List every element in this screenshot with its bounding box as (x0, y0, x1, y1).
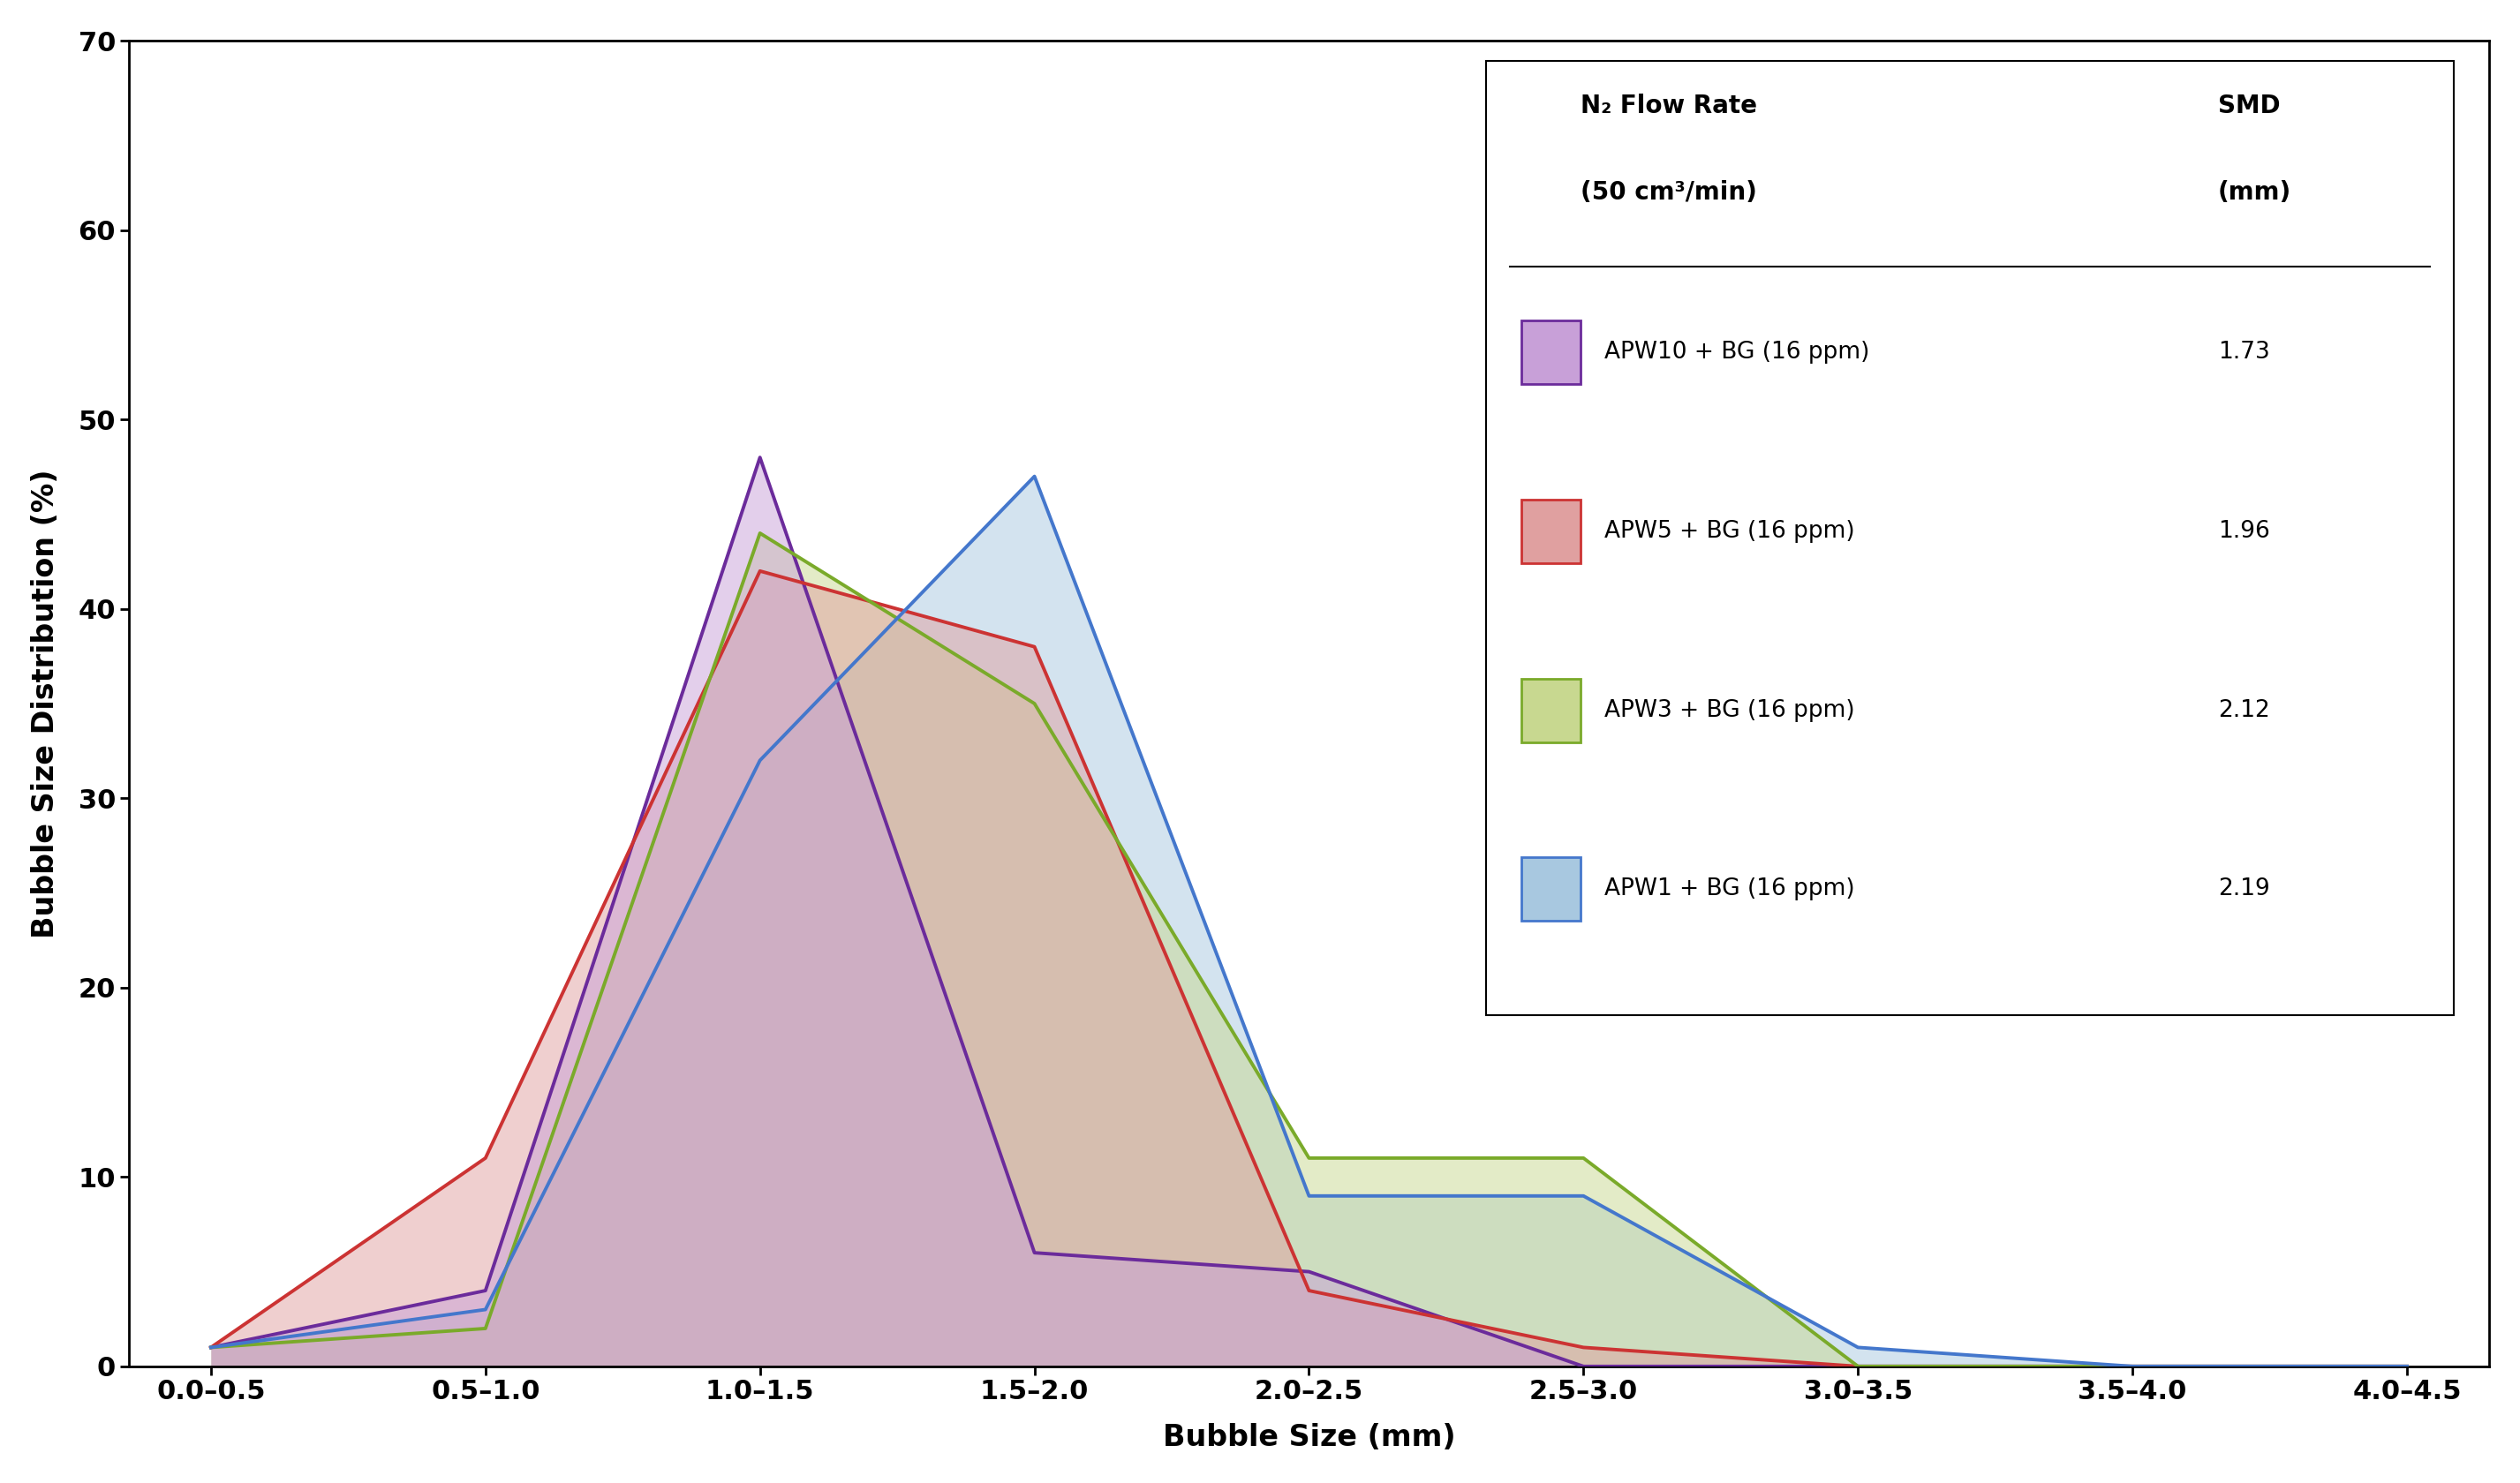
X-axis label: Bubble Size (mm): Bubble Size (mm) (1162, 1424, 1457, 1452)
Text: N₂ Flow Rate: N₂ Flow Rate (1580, 93, 1756, 119)
Text: SMD: SMD (2218, 93, 2281, 119)
Text: 1.96: 1.96 (2218, 519, 2271, 543)
Text: APW3 + BG (16 ppm): APW3 + BG (16 ppm) (1605, 698, 1855, 722)
Text: APW10 + BG (16 ppm): APW10 + BG (16 ppm) (1605, 341, 1870, 363)
Text: 2.12: 2.12 (2218, 698, 2271, 722)
Text: (50 cm³/min): (50 cm³/min) (1580, 179, 1756, 205)
Bar (1522, 678, 1580, 742)
Bar (1522, 320, 1580, 384)
Bar (1522, 500, 1580, 564)
Text: (mm): (mm) (2218, 179, 2291, 205)
Text: APW5 + BG (16 ppm): APW5 + BG (16 ppm) (1605, 519, 1855, 543)
Text: APW1 + BG (16 ppm): APW1 + BG (16 ppm) (1605, 878, 1855, 900)
Bar (1487, 61, 2454, 1014)
Bar (1522, 857, 1580, 921)
Text: 1.73: 1.73 (2218, 341, 2271, 363)
Y-axis label: Bubble Size Distribution (%): Bubble Size Distribution (%) (30, 469, 60, 939)
Text: 2.19: 2.19 (2218, 878, 2271, 900)
